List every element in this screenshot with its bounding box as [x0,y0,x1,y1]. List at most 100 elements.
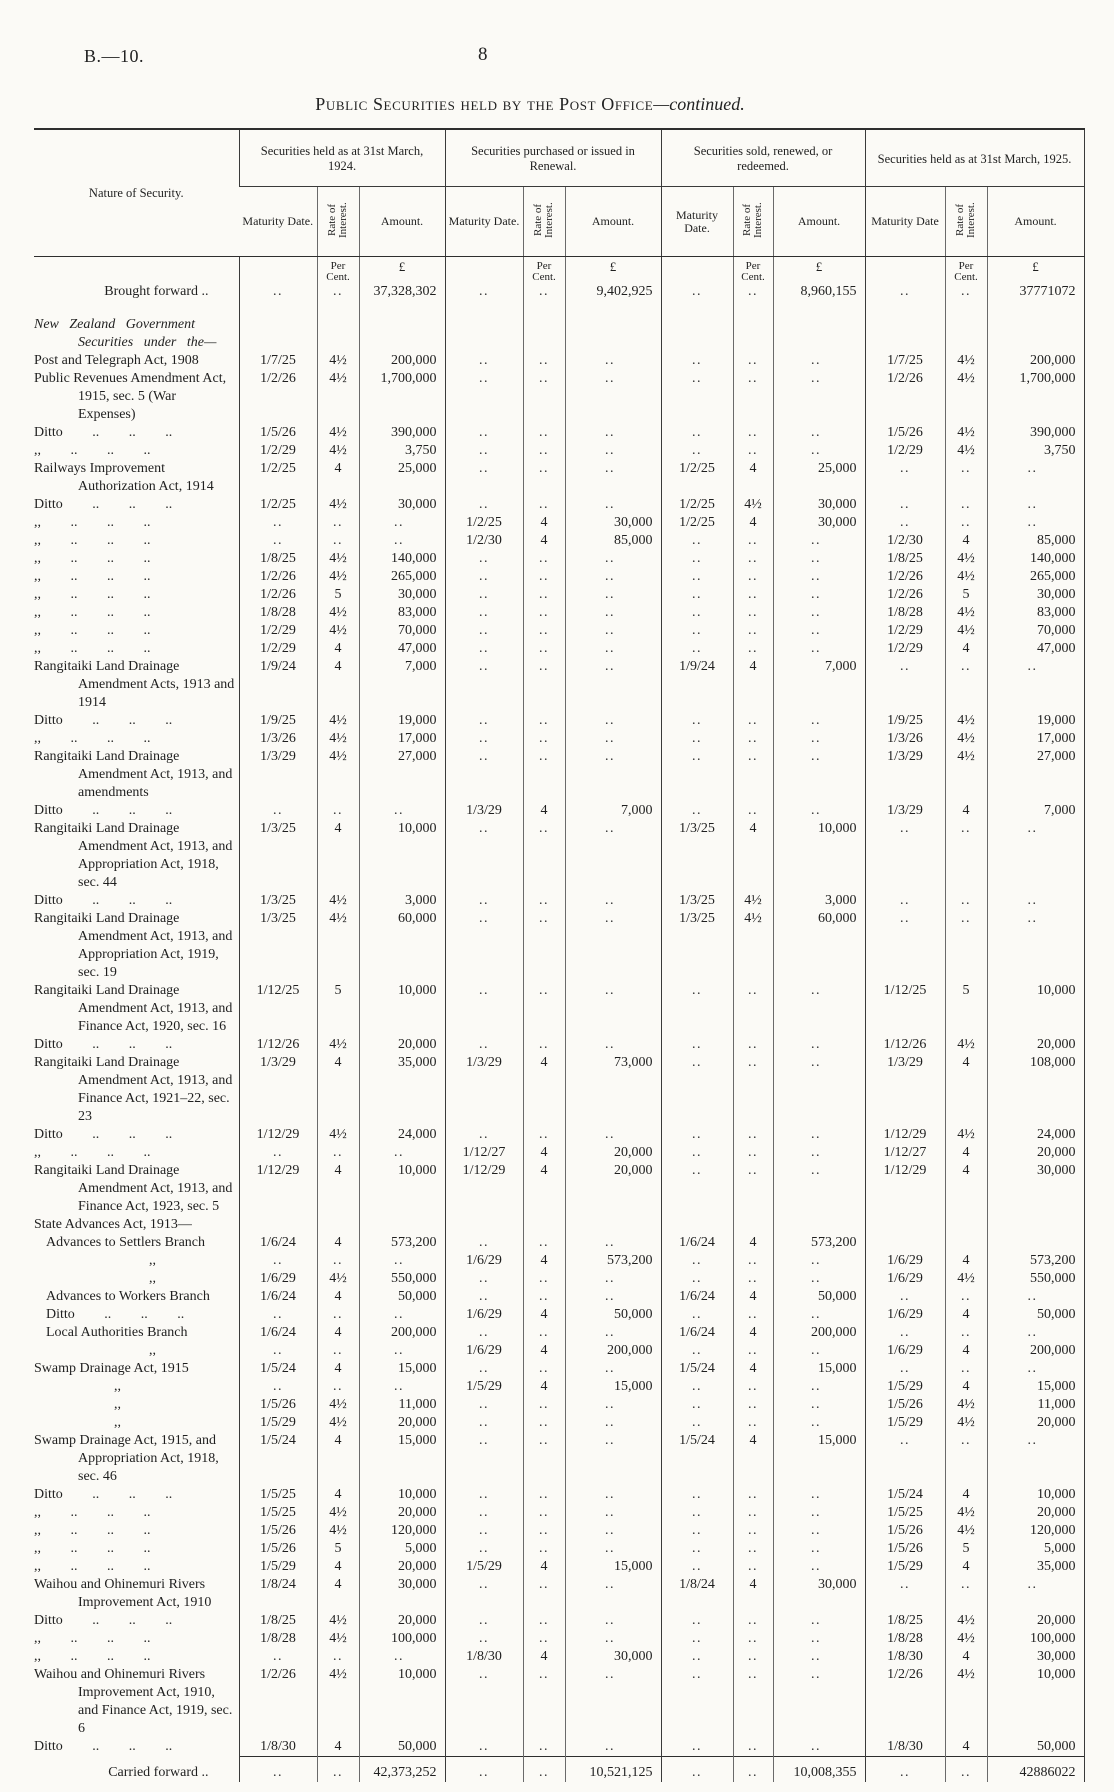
maturity-date-cell: .. [660,1306,734,1324]
rate-cell: 4 [944,1144,988,1162]
maturity-date-cell: 1/3/25 [238,910,317,982]
maturity-date-cell: 1/2/29 [238,640,317,658]
maturity-date-cell: 1/5/26 [864,1522,946,1540]
rate-cell: .. [732,1306,774,1324]
maturity-date-cell: 1/8/28 [238,604,317,622]
rate-cell: .. [522,1522,565,1540]
amount-cell: 10,000 [986,1666,1085,1738]
rate-cell: 4 [732,820,774,892]
security-name: ,, [149,1271,156,1286]
amount-cell: 140,000 [986,550,1085,568]
amount-cell: 37771072 [986,283,1085,301]
amount-cell: .. [772,1504,866,1522]
maturity-date-cell: 1/12/29 [238,1162,317,1216]
amount-cell: .. [986,1576,1085,1612]
rate-cell: 4 [732,1432,774,1486]
rate-cell: 4½ [944,1414,988,1432]
table-row: Ditto .. .. .. 1/8/30 4 50,000............ 1… [34,1738,1085,1757]
maturity-date-cell: 1/8/30 [444,1648,523,1666]
maturity-date-cell: 1/8/25 [238,550,317,568]
amount-cell: .. [564,1324,662,1342]
maturity-date-cell: 1/12/27 [444,1144,523,1162]
rate-of-interest-header: Rate of Interest. [522,186,565,257]
table-row: Swamp Drainage Act, 1915, and Appropriat… [34,1432,1085,1486]
rate-cell: .. [732,550,774,568]
amount-cell: 15,000 [772,1432,866,1486]
rate-cell: .. [732,622,774,640]
amount-cell: 30,000 [564,1648,662,1666]
table-row: Advances to Settlers Branch 1/6/24 4 573,20… [34,1234,1085,1252]
amount-cell: .. [772,1666,866,1738]
amount-cell: 20,000 [986,1036,1085,1054]
amount-cell: 100,000 [358,1630,445,1648]
maturity-date-cell: .. [660,712,734,730]
security-name: ,, [114,1397,121,1412]
table-row: Ditto .. .. .. 1/8/25 4½ 20,000............… [34,1612,1085,1630]
maturity-date-cell: 1/3/25 [238,820,317,892]
rate-cell: .. [732,1378,774,1396]
rate-cell: 4½ [944,1612,988,1630]
maturity-date-cell: 1/5/24 [238,1432,317,1486]
maturity-date-cell: .. [660,1342,734,1360]
amount-cell: 42,373,252 [358,1756,445,1782]
maturity-date-cell: .. [660,1522,734,1540]
rate-cell: .. [944,460,988,496]
per-cent-label: Per Cent. [522,256,565,283]
amount-cell: 50,000 [564,1306,662,1324]
rate-of-interest-label: Rate of Interest. [532,202,555,238]
maturity-date-cell: .. [864,1576,946,1612]
maturity-date-cell: .. [660,622,734,640]
amount-cell: .. [986,514,1085,532]
maturity-date-cell: .. [238,514,317,532]
maturity-date-cell: .. [864,496,946,514]
security-name: ,, .. .. .. [34,1649,151,1664]
amount-cell: 120,000 [358,1522,445,1540]
rate-cell: 4 [732,1576,774,1612]
amount-cell: .. [772,1378,866,1396]
rate-cell: 4 [522,1378,565,1396]
security-name: Ditto .. .. .. [34,893,173,908]
rate-of-interest-label: Rate of Interest. [741,202,765,238]
maturity-date-cell: .. [444,1126,523,1144]
maturity-date-cell: .. [444,1504,523,1522]
amount-cell: .. [358,1378,445,1396]
amount-cell: 120,000 [986,1522,1085,1540]
amount-cell: .. [986,910,1085,982]
maturity-date-cell: 1/7/25 [864,352,946,370]
group-header-held-1925: Securities held as at 31st March, 1925. [864,129,1085,187]
maturity-date-cell: 1/3/25 [660,892,734,910]
amount-cell: 3,750 [358,442,445,460]
amount-cell: .. [358,802,445,820]
maturity-date-cell: .. [444,550,523,568]
table-row: Brought forward ...... 37,328,302.... 9,40… [34,283,1085,301]
rate-cell: .. [732,802,774,820]
table-row: ,, .. .. ........ 1/2/30 4 85,000...... 1/2/… [34,532,1085,550]
security-name: Advances to Workers Branch [46,1289,210,1304]
amount-cell: 73,000 [564,1054,662,1126]
table-row: State Advances Act, 1913— [34,1216,1085,1234]
rate-cell: 4 [522,1648,565,1666]
maturity-date-cell: .. [660,1270,734,1288]
security-name: ,, .. .. .. [34,731,151,746]
rate-cell: 4 [522,1144,565,1162]
maturity-date-cell: 1/3/29 [444,1054,523,1126]
amount-cell: 30,000 [986,1648,1085,1666]
securities-table: Nature of Security. Securities held as a… [34,128,1085,1782]
amount-cell: .. [564,550,662,568]
amount-cell: 8,960,155 [772,283,866,301]
table-row: ,, 1/6/29 4½ 550,000............ 1/6/29 4½ 550… [34,1270,1085,1288]
per-cent-label: Per Cent. [732,256,774,283]
report-title: Public Securities held by the Post Offic… [0,94,1060,115]
rate-of-interest-header: Rate of Interest. [316,186,359,257]
rate-cell: .. [522,442,565,460]
amount-cell: 5,000 [358,1540,445,1558]
amount-cell: 19,000 [986,712,1085,730]
table-row: ,,...... 1/6/29 4 200,000...... 1/6/29 4 200,0… [34,1342,1085,1360]
maturity-date-cell: .. [864,910,946,982]
maturity-date-cell: 1/12/26 [238,1036,317,1054]
security-name: Ditto .. .. .. [34,1487,173,1502]
security-name: Public Revenues Amendment Act, 1915, sec… [34,371,227,422]
amount-cell: 140,000 [358,550,445,568]
maturity-date-cell: 1/12/29 [864,1126,946,1144]
